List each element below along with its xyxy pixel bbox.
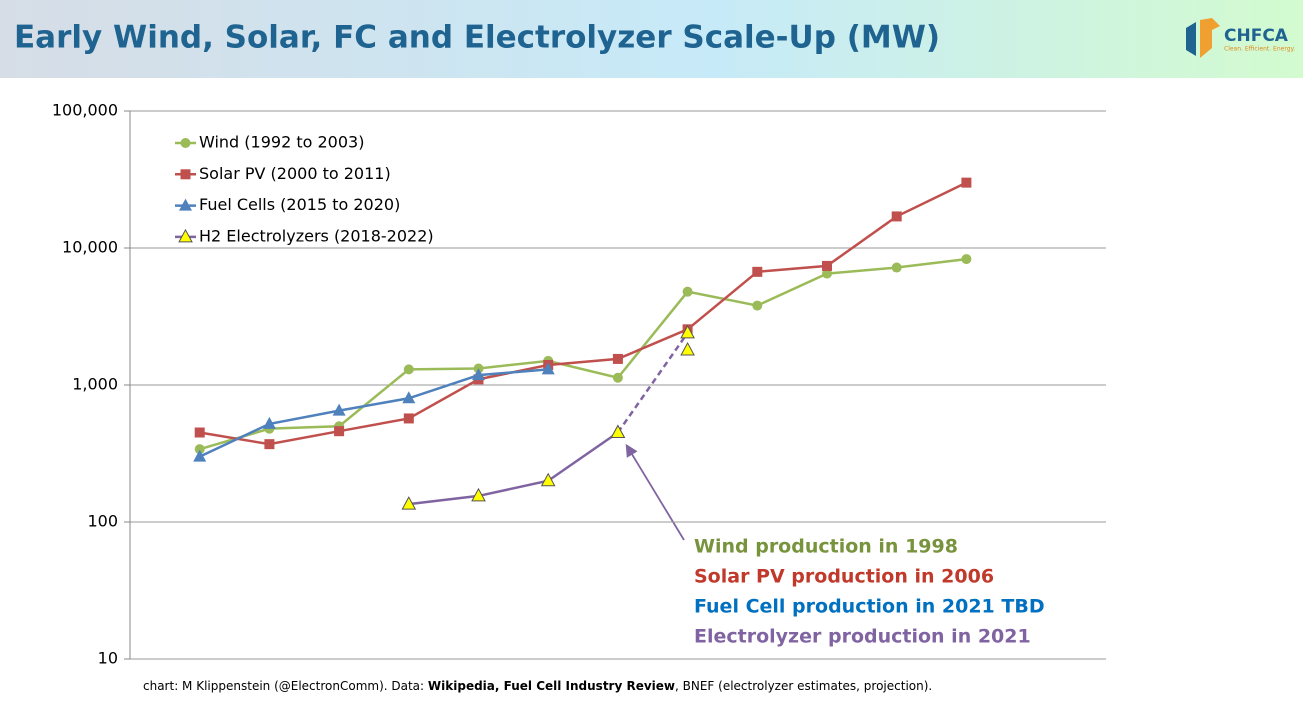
series [193,362,555,462]
y-tick-label: 10 [98,649,118,668]
series [610,324,695,439]
marker [961,177,972,188]
marker [541,362,555,375]
marker [264,439,275,450]
marker [680,324,695,339]
logo-icon [1200,18,1220,58]
marker [822,268,832,279]
series [680,341,695,356]
header-band [0,0,1303,78]
marker [180,169,191,180]
marker [752,300,763,311]
marker [891,262,902,273]
marker [332,403,346,416]
y-tick-label: 100,000 [52,101,118,120]
logo-icon [1186,22,1196,56]
footnote-part: , BNEF (electrolyzer estimates, projecti… [675,679,932,693]
marker [961,254,972,265]
marker [194,427,205,438]
marker [612,372,623,383]
marker [334,426,345,437]
marker [179,198,192,211]
marker [612,353,623,364]
series-line [199,257,967,451]
y-tick-label: 100 [87,512,118,531]
logo-name: CHFCA [1224,26,1289,46]
legend-label: Fuel Cells (2015 to 2020) [199,195,400,214]
legend-label: H2 Electrolyzers (2018-2022) [199,226,434,245]
marker [401,496,417,510]
series-line [199,368,549,458]
footnote: chart: M Klippenstein (@ElectronComm). D… [143,679,932,693]
series-line [616,332,689,434]
series-line [408,431,619,506]
marker [540,472,556,487]
marker [752,266,763,277]
annotation-arrow [625,443,685,541]
legend-label: Solar PV (2000 to 2011) [199,164,391,183]
series [401,424,626,510]
marker [891,211,902,222]
marker [822,260,832,271]
legend-label: Wind (1992 to 2003) [199,133,364,152]
series-line [199,181,967,446]
marker [471,487,486,502]
y-tick-label: 1,000 [72,375,118,394]
marker [194,444,205,455]
legend-entry: Solar PV (2000 to 2011) [175,164,391,183]
marker [472,368,485,381]
marker [178,228,193,243]
legend-entry: Fuel Cells (2015 to 2020) [175,195,400,214]
logo-tagline: Clean. Efficient. Energy. [1224,46,1295,53]
annotation: Wind production in 1998 [694,536,958,558]
legend-entry: Wind (1992 to 2003) [175,133,364,152]
marker [403,364,414,375]
annotation: Solar PV production in 2006 [694,566,994,588]
marker [682,286,693,297]
marker [180,138,191,148]
annotation: Electrolyzer production in 2021 [694,626,1031,648]
marker [403,413,414,424]
footnote-part: Wikipedia, Fuel Cell Industry Review [428,679,675,693]
series [194,254,972,455]
marker [193,449,207,462]
logo: CHFCA Clean. Efficient. Energy. [1186,18,1295,58]
series [194,177,972,450]
annotation: Fuel Cell production in 2021 TBD [694,596,1045,618]
marker [402,391,416,404]
footnote-part: chart: M Klippenstein (@ElectronComm). D… [143,679,428,693]
y-tick-label: 10,000 [62,238,118,257]
marker [262,416,276,429]
legend-entry: H2 Electrolyzers (2018-2022) [175,226,434,245]
marker [680,341,695,356]
chart-title: Early Wind, Solar, FC and Electrolyzer S… [14,20,940,56]
marker [610,424,626,439]
